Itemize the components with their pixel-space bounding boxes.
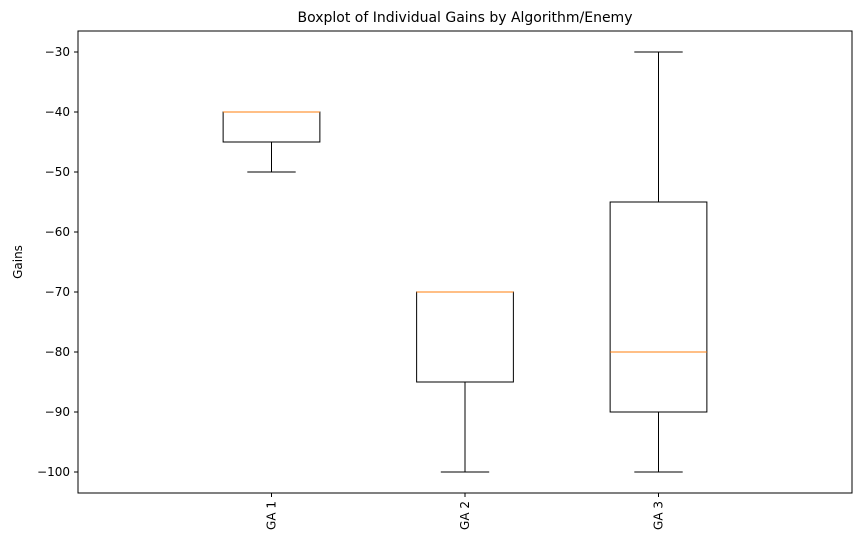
box-1 xyxy=(222,111,321,173)
box-2 xyxy=(416,291,514,473)
y-tick-label: −60 xyxy=(45,225,70,239)
y-tick-label: −100 xyxy=(37,465,70,479)
y-axis-ticks: −30 −40 −50 −60 −70 −80 −90 −100 xyxy=(37,45,78,479)
x-tick-label: GA 2 xyxy=(458,501,472,530)
y-tick-label: −70 xyxy=(45,285,70,299)
x-axis-ticks: GA 1 GA 2 GA 3 xyxy=(265,493,666,530)
boxes xyxy=(222,51,708,473)
y-tick-label: −50 xyxy=(45,165,70,179)
y-axis-label: Gains xyxy=(11,245,25,279)
y-tick-label: −80 xyxy=(45,345,70,359)
y-tick-label: −40 xyxy=(45,105,70,119)
box-3 xyxy=(609,51,708,473)
x-tick-label: GA 1 xyxy=(265,501,279,530)
chart-title: Boxplot of Individual Gains by Algorithm… xyxy=(298,10,633,26)
plot-frame xyxy=(77,30,853,494)
x-tick-label: GA 3 xyxy=(652,501,666,530)
box-body xyxy=(609,201,708,413)
box-body xyxy=(222,111,321,143)
y-tick-label: −90 xyxy=(45,405,70,419)
y-tick-label: −30 xyxy=(45,45,70,59)
box-body xyxy=(416,291,514,383)
